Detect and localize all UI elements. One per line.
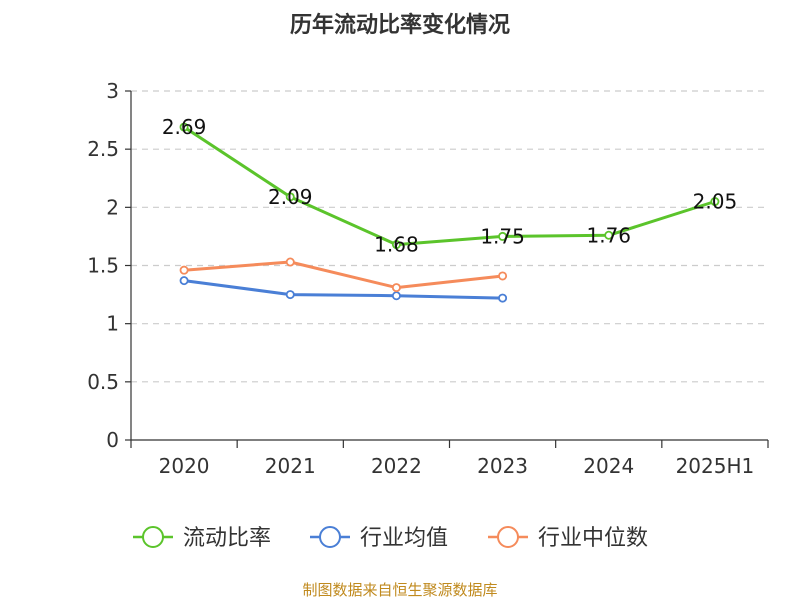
series-line [183, 260, 503, 290]
series-line [183, 125, 716, 247]
legend-marker [497, 526, 519, 548]
data-point [498, 293, 508, 303]
y-tick-label: 1 [106, 312, 119, 336]
x-tick-label: 2021 [265, 454, 316, 478]
series-line [183, 279, 503, 300]
data-point [391, 240, 401, 250]
chart-title: 历年流动比率变化情况 [290, 12, 510, 38]
data-label: 2.09 [268, 185, 313, 209]
legend: 流动比率 行业均值 行业中位数 [133, 526, 648, 551]
source-note: 制图数据来自恒生聚源数据库 [302, 581, 497, 599]
data-point [179, 276, 189, 286]
data-label: 1.76 [586, 223, 631, 247]
y-tick-label: 0.5 [87, 370, 119, 394]
data-point [391, 291, 401, 301]
legend-label: 流动比率 [183, 526, 271, 551]
legend-label: 行业均值 [360, 526, 448, 551]
data-point [498, 231, 508, 241]
data-label: 1.68 [374, 233, 419, 257]
data-point [285, 192, 295, 202]
legend-label: 行业中位数 [538, 526, 648, 551]
axes: 0 0.5 1 1.5 2 2.5 3 2020 2021 2022 2023 2024 2025H1 [87, 79, 769, 478]
series-lines [179, 122, 720, 303]
data-point [179, 265, 189, 275]
y-tick-label: 2 [106, 195, 119, 219]
x-tick-label: 2023 [477, 454, 528, 478]
data-label: 2.69 [162, 115, 207, 139]
y-tick-label: 1.5 [87, 254, 119, 278]
x-tick-label: 2020 [159, 454, 210, 478]
legend-marker [142, 526, 164, 548]
x-tick-label: 2022 [371, 454, 422, 478]
data-point [285, 290, 295, 300]
data-point [179, 122, 189, 132]
data-point [604, 230, 614, 240]
y-tick-label: 0 [106, 428, 119, 452]
data-point [710, 197, 720, 207]
y-tick-label: 3 [106, 79, 119, 103]
x-tick-label: 2025H1 [676, 454, 755, 478]
y-tick-label: 2.5 [87, 137, 119, 161]
legend-marker [319, 526, 341, 548]
grid-lines [131, 90, 768, 383]
data-point [498, 271, 508, 281]
data-label: 2.05 [693, 190, 738, 214]
x-tick-label: 2024 [583, 454, 634, 478]
data-label: 1.75 [480, 224, 525, 248]
data-labels: 2.69 2.09 1.68 1.75 1.76 2.05 [162, 115, 737, 256]
data-point [285, 257, 295, 267]
data-point [391, 283, 401, 293]
